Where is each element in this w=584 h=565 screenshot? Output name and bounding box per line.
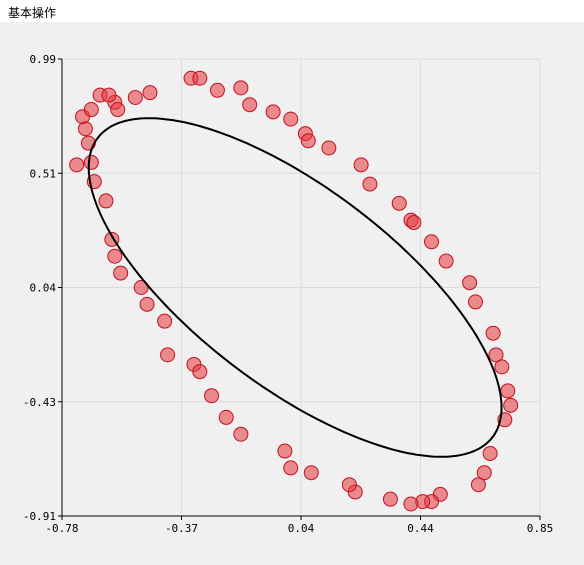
data-point <box>283 460 299 476</box>
x-tick-label: 0.85 <box>527 522 554 535</box>
data-point <box>277 443 293 459</box>
data-point <box>470 477 486 493</box>
data-point <box>476 465 492 481</box>
data-point <box>139 296 155 312</box>
data-point <box>303 465 319 481</box>
data-point <box>209 82 225 98</box>
data-point <box>157 313 173 329</box>
x-tick-label: 0.04 <box>288 522 315 535</box>
data-point <box>83 102 99 118</box>
data-point <box>127 89 143 105</box>
data-point <box>467 294 483 310</box>
data-point <box>500 383 516 399</box>
y-tick-label: -0.91 <box>23 510 56 523</box>
data-point <box>265 104 281 120</box>
data-point <box>283 111 299 127</box>
data-point <box>113 265 129 281</box>
data-point <box>192 364 208 380</box>
data-points <box>69 70 519 512</box>
data-point <box>423 234 439 250</box>
data-point <box>403 496 419 512</box>
y-tick-label: 0.99 <box>30 53 57 66</box>
data-point <box>192 70 208 86</box>
data-point <box>321 140 337 156</box>
data-point <box>204 388 220 404</box>
y-tick-label: -0.43 <box>23 396 56 409</box>
data-point <box>488 347 504 363</box>
data-point <box>494 359 510 375</box>
data-point <box>233 80 249 96</box>
data-point <box>142 85 158 101</box>
data-point <box>110 102 126 118</box>
data-point <box>101 87 117 103</box>
x-tick-label: 0.44 <box>407 522 434 535</box>
window-titlebar: 基本操作 <box>0 0 584 22</box>
data-point <box>438 253 454 269</box>
data-point <box>83 154 99 170</box>
data-point <box>98 193 114 209</box>
data-point <box>107 248 123 264</box>
data-point <box>160 347 176 363</box>
data-point <box>233 426 249 442</box>
data-point <box>218 409 234 425</box>
data-point <box>485 325 501 341</box>
fitted-ellipse-curve <box>87 117 503 458</box>
data-point <box>69 157 85 173</box>
y-tick-label: 0.51 <box>30 167 57 180</box>
data-point <box>382 491 398 507</box>
data-point <box>482 445 498 461</box>
data-point <box>362 176 378 192</box>
x-tick-label: -0.37 <box>165 522 198 535</box>
data-point <box>353 157 369 173</box>
data-point <box>300 133 316 149</box>
x-tick-label: -0.78 <box>45 522 78 535</box>
data-point <box>242 97 258 113</box>
data-point <box>391 195 407 211</box>
tick-labels: -0.78 -0.37 0.04 0.44 0.85 0.99 0.51 0.04 -0.43 -… <box>23 53 553 535</box>
data-point <box>406 215 422 231</box>
data-point <box>462 275 478 291</box>
window-title: 基本操作 <box>8 6 57 20</box>
data-point <box>341 477 357 493</box>
y-tick-label: 0.04 <box>30 282 57 295</box>
data-point <box>503 397 519 413</box>
